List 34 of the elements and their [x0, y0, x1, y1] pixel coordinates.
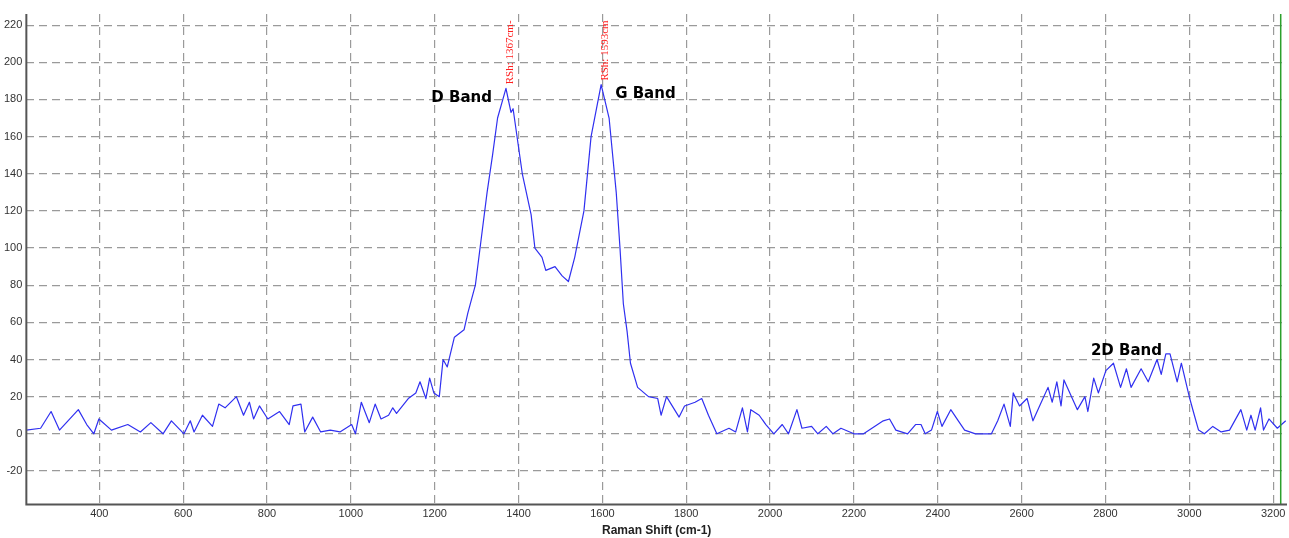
annotation: RSh: 1593cm: [598, 19, 611, 81]
x-tick-label: 3000: [1177, 507, 1202, 520]
y-tick-label: 60: [10, 315, 23, 328]
y-tick-label: -20: [6, 463, 23, 476]
x-tick-label: 3200: [1260, 507, 1286, 520]
x-tick-label: 1600: [590, 507, 615, 520]
y-tick-label: 40: [10, 352, 23, 365]
x-tick-label: 1200: [422, 507, 447, 520]
annotation: D Band: [431, 88, 492, 107]
y-tick-label: 180: [3, 92, 23, 105]
x-tick-label: 2200: [841, 507, 867, 520]
x-tick-label: 2000: [757, 507, 783, 520]
y-tick-label: 220: [3, 18, 23, 31]
y-tick-label: 20: [10, 389, 23, 402]
x-tick-label: 2400: [925, 507, 951, 520]
x-tick-label: 800: [257, 507, 277, 520]
annotation: 2D Band: [1090, 340, 1162, 359]
x-axis-title: Raman Shift (cm-1): [602, 523, 712, 538]
x-tick-label: 2800: [1093, 507, 1118, 520]
x-tick-label: 1800: [673, 507, 699, 520]
y-tick-label: 120: [3, 203, 23, 216]
x-tick-label: 1400: [506, 507, 531, 520]
x-tick-label: 2600: [1009, 507, 1034, 520]
y-tick-label: 160: [3, 129, 23, 142]
y-tick-label: 0: [16, 426, 23, 439]
x-tick-label: 1000: [338, 507, 364, 520]
y-tick-label: 200: [3, 55, 23, 68]
x-tick-label: 600: [173, 507, 193, 520]
x-tick-label: 400: [90, 507, 109, 520]
annotation: G Band: [615, 84, 676, 103]
y-tick-label: 80: [10, 278, 23, 291]
y-tick-label: 100: [3, 241, 23, 254]
annotation: RSh: 1367cm-: [502, 20, 515, 85]
y-tick-label: 140: [3, 166, 23, 179]
